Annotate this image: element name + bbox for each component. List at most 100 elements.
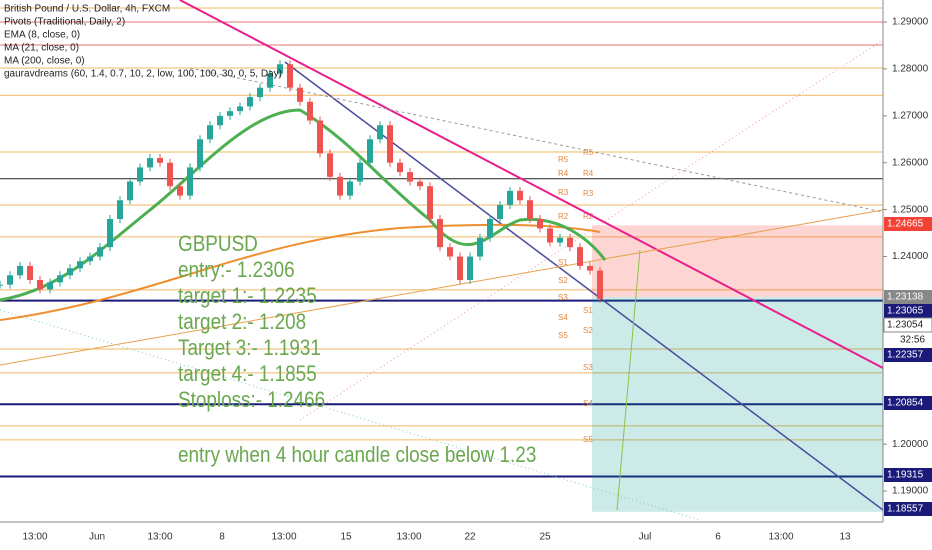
x-tick-label: Jun — [89, 532, 105, 543]
candle-body — [327, 153, 333, 177]
y-tick-label: 1.26000 — [892, 157, 929, 168]
candle-body — [427, 186, 433, 220]
pivot-label: S4 — [583, 399, 593, 408]
candle-body — [27, 265, 33, 280]
candle-body — [87, 256, 93, 262]
candle-body — [157, 158, 163, 163]
candle-body — [397, 162, 403, 173]
price-tag-label: 1.19315 — [887, 470, 924, 481]
candle-body — [17, 265, 23, 276]
countdown: 32:56 — [900, 335, 925, 346]
pivot-label: R3 — [558, 188, 569, 197]
candle-body — [217, 115, 223, 126]
candle-body — [147, 158, 153, 168]
pivot-label: S2 — [558, 276, 568, 285]
candle-body — [207, 125, 213, 140]
y-tick-label: 1.27000 — [892, 110, 929, 121]
price-tag — [884, 290, 932, 304]
pivot-label: R2 — [558, 212, 569, 221]
x-tick-label: 13:00 — [147, 532, 172, 543]
candle-body — [177, 186, 183, 196]
candle-body — [57, 275, 63, 283]
y-tick-label: 1.24000 — [892, 251, 929, 262]
pivot-label: S3 — [583, 363, 593, 372]
y-tick-label: 1.28000 — [892, 64, 929, 75]
trend-line — [189, 67, 884, 213]
price-tag — [884, 304, 932, 318]
pivot-label: R2 — [583, 212, 594, 221]
candle-body — [507, 190, 513, 205]
candle-body — [287, 64, 293, 88]
candle-body — [197, 139, 203, 168]
candle-body — [77, 261, 83, 269]
candle-body — [407, 172, 413, 182]
price-tag — [884, 396, 932, 410]
candle-body — [547, 228, 553, 243]
annotation-line: GBPUSD — [178, 232, 258, 257]
candle-body — [267, 73, 273, 88]
x-tick-label: 8 — [219, 532, 225, 543]
candle-body — [297, 87, 303, 102]
indicator: EMA (8, close, 0) — [4, 30, 80, 41]
candle-body — [467, 256, 473, 280]
pivot-label: S5 — [583, 435, 593, 444]
candle-body — [247, 97, 253, 107]
price-tag-label: 1.23138 — [887, 292, 924, 303]
stop-zone — [592, 225, 883, 297]
candle-body — [377, 125, 383, 140]
x-tick-label: 25 — [539, 532, 551, 543]
x-tick-label: 13:00 — [396, 532, 421, 543]
price-tag-label: 1.23054 — [887, 320, 924, 331]
pivot-label: S4 — [558, 313, 568, 322]
price-tag — [884, 217, 932, 231]
candle-body — [557, 237, 563, 243]
price-tag-label: 1.23065 — [887, 306, 924, 317]
candle-body — [487, 219, 493, 238]
x-tick-label: 13 — [839, 532, 851, 543]
price-tag-label: 1.20854 — [887, 398, 924, 409]
candle-body — [277, 64, 283, 74]
candle-body — [97, 247, 103, 257]
candle-body — [337, 176, 343, 196]
candle-body — [367, 139, 373, 163]
candle-body — [587, 265, 593, 271]
candle-body — [137, 167, 143, 182]
annotation-line: entry when 4 hour candle close below 1.2… — [178, 443, 536, 468]
candle-body — [107, 219, 113, 248]
pivot-label: R3 — [583, 189, 594, 198]
candle-body — [67, 268, 73, 276]
pivot-label: R4 — [558, 169, 569, 178]
candle-body — [7, 275, 13, 285]
candle-body — [567, 237, 573, 248]
price-tag-label: 1.24665 — [887, 219, 924, 230]
pivot-label: S2 — [583, 326, 593, 335]
candle-body — [537, 219, 543, 229]
legend: British Pound / U.S. Dollar, 4h, FXCM Piv… — [4, 4, 282, 80]
price-tag — [884, 468, 932, 482]
x-tick-label: Jul — [639, 532, 652, 543]
indicator: Pivots (Traditional, Daily, 2) — [4, 17, 125, 28]
candle-body — [257, 87, 263, 98]
candle-body — [317, 120, 323, 154]
annotation-line: target 4:- 1.1855 — [178, 362, 317, 387]
candle-body — [127, 181, 133, 201]
candles — [0, 60, 603, 303]
pivot-label: S1 — [583, 306, 593, 315]
y-tick-label: 1.29000 — [892, 17, 929, 28]
candle-body — [227, 111, 233, 116]
x-tick-label: 13:00 — [271, 532, 296, 543]
trend-line — [0, 209, 884, 366]
candle-body — [357, 162, 363, 182]
candle-body — [347, 181, 353, 196]
chart-title: British Pound / U.S. Dollar, 4h, FXCM — [4, 4, 170, 15]
annotation-line: target 1:- 1.2235 — [178, 284, 317, 309]
candle-body — [307, 101, 313, 121]
candle-body — [447, 247, 453, 257]
indicator: gauravdreams (60, 1.4, 0.7, 10, 2, low, … — [4, 69, 282, 80]
x-tick-label: 15 — [340, 532, 352, 543]
indicator: MA (200, close, 0) — [4, 56, 85, 67]
levels: R5 R4 R3 R2 S1 S2 S3 S4 S5 R5 R4 R3 R2 S1 S2 S3 S4 S5 — [0, 7, 883, 478]
y-tick-label: 1.20000 — [892, 439, 929, 450]
candle-body — [37, 279, 43, 290]
y-tick-label: 1.19000 — [892, 486, 929, 497]
